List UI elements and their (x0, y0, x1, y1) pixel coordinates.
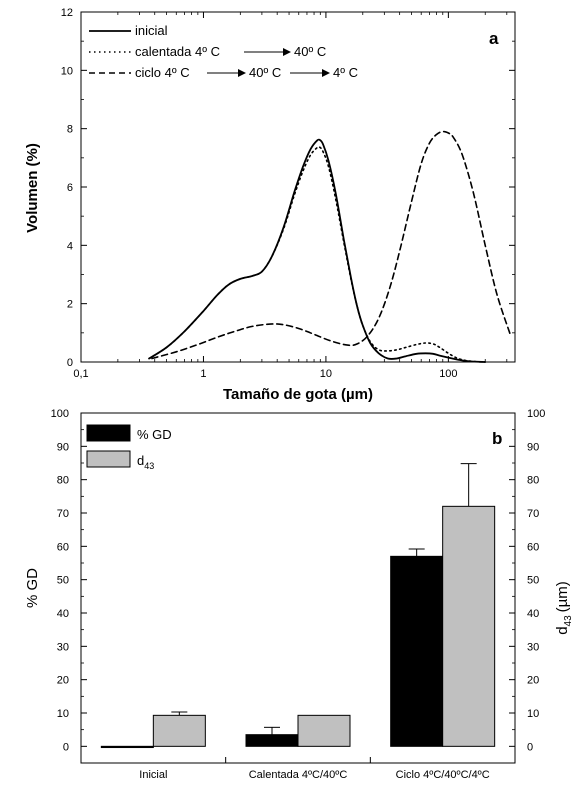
left-y-tick-label: 10 (57, 708, 69, 720)
y-tick-label: 10 (61, 65, 73, 77)
panel-b-right-y-axis-title: d43(µm) (554, 581, 574, 635)
panel-a-y-axis-title: Volumen (%) (24, 143, 41, 233)
bar (152, 714, 206, 747)
x-category-label: Calentada 4ºC/40ºC (249, 769, 348, 781)
y-tick-label: 0 (67, 357, 73, 369)
right-y-tick-label: 0 (527, 741, 533, 753)
right-y-tick-label: 60 (527, 541, 539, 553)
bar (297, 714, 351, 747)
panel-b-category-labels: Inicial Calentada 4ºC/40ºC Ciclo 4ºC/40ºC/… (80, 757, 516, 781)
y-tick-label: 8 (67, 124, 73, 136)
series-line-solid (148, 138, 487, 363)
panel-a-letter: a (489, 29, 499, 48)
x-tick-label: 0,1 (73, 368, 88, 380)
x-tick-label: 10 (320, 368, 332, 380)
y-tick-label: 12 (61, 7, 73, 19)
legend-label-gd: % GD (137, 427, 172, 442)
legend-swatch-d43 (86, 450, 131, 468)
left-y-tick-label: 70 (57, 508, 69, 520)
series-line-dashed (151, 130, 511, 360)
left-y-tick-label: 90 (57, 441, 69, 453)
y-tick-label: 6 (67, 182, 73, 194)
legend-arrowhead-calentada (283, 48, 291, 56)
panel-a-series (148, 130, 511, 363)
x-category-label: Inicial (139, 769, 167, 781)
legend-swatch-gd (86, 424, 131, 442)
x-tick-label: 1 (200, 368, 206, 380)
left-y-tick-label: 40 (57, 608, 69, 620)
left-y-tick-label: 100 (51, 408, 69, 420)
right-y-tick-label: 90 (527, 441, 539, 453)
panel-b-plot-frame (80, 412, 516, 764)
legend-arrowhead-ciclo-2 (322, 69, 330, 77)
y-tick-label: 2 (67, 299, 73, 311)
legend-label-ciclo: ciclo 4º C (135, 65, 190, 80)
right-y-tick-label: 50 (527, 575, 539, 587)
series-line-dotted (148, 146, 486, 363)
bar (442, 505, 496, 747)
legend-label-inicial: inicial (135, 23, 168, 38)
right-y-tick-label: 20 (527, 675, 539, 687)
bar (245, 734, 299, 747)
left-y-tick-label: 20 (57, 675, 69, 687)
left-y-tick-label: 80 (57, 475, 69, 487)
x-category-label: Ciclo 4ºC/40ºC/4ºC (396, 769, 490, 781)
legend-arrowhead-ciclo-1 (238, 69, 246, 77)
legend-label-calentada: calentada 4º C (135, 44, 220, 59)
right-y-tick-label: 40 (527, 608, 539, 620)
left-y-tick-label: 0 (63, 741, 69, 753)
panel-a-legend: inicial calentada 4º C 40º C ciclo 4º C … (89, 23, 358, 80)
panel-b-left-y-axis-title: % GD (24, 568, 41, 608)
panel-b-letter: b (492, 429, 502, 448)
legend-label-ciclo-mid: 40º C (249, 65, 281, 80)
bar (100, 745, 154, 749)
right-y-tick-label: 100 (527, 408, 545, 420)
left-y-tick-label: 60 (57, 541, 69, 553)
panel-b-legend: % GD d43 (86, 424, 172, 471)
right-y-tick-label: 80 (527, 475, 539, 487)
legend-label-d43: d43 (137, 453, 154, 471)
panel-a-x-axis-title: Tamaño de gota (µm) (223, 386, 373, 403)
legend-label-calentada-end: 40º C (294, 44, 326, 59)
right-y-tick-label: 30 (527, 641, 539, 653)
right-y-tick-label: 70 (527, 508, 539, 520)
panel-a-chart: 0,1 1 10 100 0 2 4 6 8 10 12 inicial calentada 4º… (24, 7, 516, 403)
left-y-tick-label: 50 (57, 575, 69, 587)
panel-b-y-ticks: 0 0 10 10 20 20 30 30 40 40 50 50 60 60 70 70 80 80 90 90 10… (51, 408, 546, 753)
panel-b-chart: 0 0 10 10 20 20 30 30 40 40 50 50 60 60 70 70 80 80 90 90 10… (24, 408, 574, 781)
left-y-tick-label: 30 (57, 641, 69, 653)
y-tick-label: 4 (67, 240, 73, 252)
legend-label-ciclo-end: 4º C (333, 65, 358, 80)
right-y-tick-label: 10 (527, 708, 539, 720)
x-tick-label: 100 (439, 368, 457, 380)
bar (390, 555, 444, 747)
panel-a-x-ticks: 0,1 1 10 100 (73, 12, 508, 380)
panel-a-y-ticks: 0 2 4 6 8 10 12 (61, 7, 515, 369)
panel-b-bars (100, 463, 496, 749)
